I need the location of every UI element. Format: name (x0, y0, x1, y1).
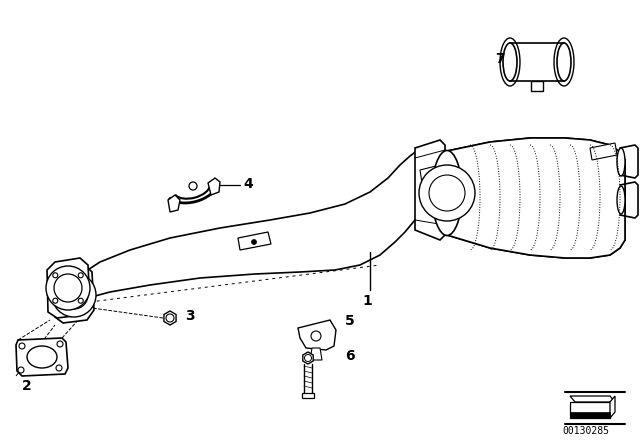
Circle shape (252, 240, 257, 245)
Ellipse shape (617, 186, 625, 214)
Circle shape (311, 331, 321, 341)
Polygon shape (590, 143, 617, 160)
Ellipse shape (503, 43, 517, 81)
Polygon shape (420, 165, 442, 183)
Polygon shape (570, 412, 610, 418)
Circle shape (19, 343, 25, 349)
Ellipse shape (617, 148, 625, 176)
Circle shape (57, 341, 63, 347)
Polygon shape (298, 320, 336, 350)
Circle shape (56, 365, 62, 371)
Polygon shape (570, 396, 615, 402)
Circle shape (46, 266, 90, 310)
Text: 3: 3 (185, 309, 195, 323)
Ellipse shape (432, 151, 462, 236)
Polygon shape (531, 81, 543, 91)
Polygon shape (47, 258, 90, 318)
Polygon shape (610, 396, 615, 418)
Polygon shape (447, 138, 625, 258)
Circle shape (189, 182, 197, 190)
Circle shape (78, 298, 83, 303)
Text: 6: 6 (345, 349, 355, 363)
Polygon shape (415, 140, 445, 240)
Circle shape (166, 314, 174, 322)
Ellipse shape (557, 43, 571, 81)
Circle shape (18, 367, 24, 373)
Polygon shape (164, 311, 176, 325)
Polygon shape (16, 338, 68, 376)
Text: 4: 4 (243, 177, 253, 191)
Circle shape (52, 298, 58, 303)
Text: 7: 7 (495, 52, 504, 66)
Circle shape (52, 273, 96, 317)
Circle shape (419, 165, 475, 221)
Text: 5: 5 (345, 314, 355, 328)
Text: 2: 2 (22, 379, 32, 393)
Circle shape (54, 274, 82, 302)
Ellipse shape (27, 346, 57, 368)
Polygon shape (54, 265, 94, 323)
Polygon shape (302, 393, 314, 398)
Polygon shape (303, 352, 313, 364)
Text: 1: 1 (362, 294, 372, 308)
Polygon shape (168, 195, 180, 212)
Polygon shape (510, 43, 564, 81)
Polygon shape (570, 402, 610, 418)
Circle shape (429, 175, 465, 211)
Circle shape (60, 281, 88, 309)
Polygon shape (208, 178, 220, 195)
Circle shape (52, 273, 58, 278)
Circle shape (305, 354, 312, 362)
Circle shape (78, 273, 83, 278)
Polygon shape (238, 232, 271, 250)
Text: 00130285: 00130285 (562, 426, 609, 436)
Polygon shape (310, 348, 322, 360)
